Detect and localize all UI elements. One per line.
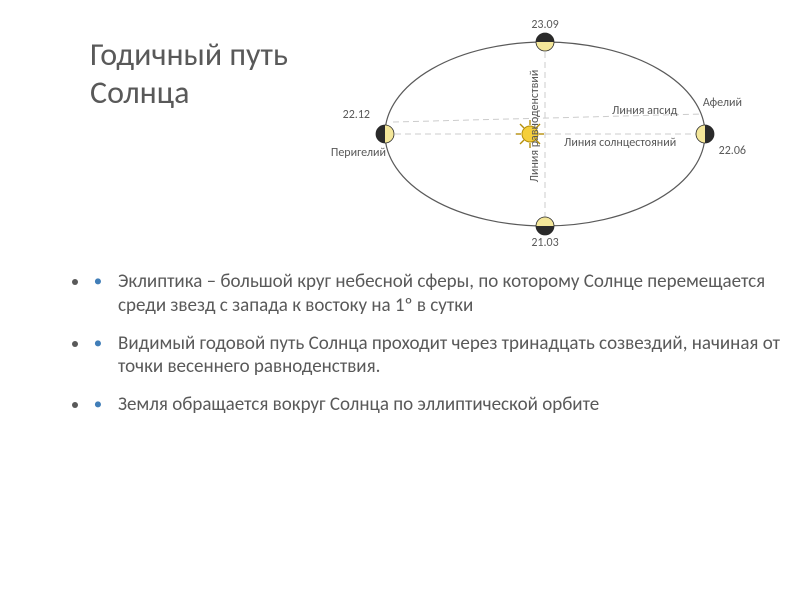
- list-item: Видимый годовой путь Солнца проходит чер…: [90, 332, 792, 380]
- title-line-2: Солнца: [90, 73, 189, 112]
- earth-aphelion: [696, 125, 714, 143]
- list-item: Земля обращается вокруг Солнца по эллипт…: [90, 393, 792, 417]
- bullet-text: Земля обращается вокруг Солнца по эллипт…: [118, 393, 599, 416]
- label-solstice-line: Линия солнцестояний: [564, 136, 676, 150]
- list-item: Эклиптика – большой круг небесной сферы,…: [90, 270, 792, 318]
- bullet-list: Эклиптика – большой круг небесной сферы,…: [90, 270, 792, 431]
- orbit-svg: 23.09 21.03 22.12 22.06 Перигелий Афелий…: [310, 6, 780, 246]
- label-aphelion: Афелий: [703, 96, 742, 110]
- bullet-text: Эклиптика – большой круг небесной сферы,…: [118, 270, 765, 317]
- title-line-1: Годичный путь: [90, 35, 288, 74]
- slide: Годичный путь Солнца: [0, 0, 800, 600]
- date-top: 23.09: [531, 18, 558, 32]
- date-right: 22.06: [719, 144, 746, 158]
- date-bottom: 21.03: [531, 236, 558, 246]
- bullet-text: Видимый годовой путь Солнца проходит чер…: [118, 332, 780, 379]
- orbit-diagram: 23.09 21.03 22.12 22.06 Перигелий Афелий…: [310, 6, 780, 246]
- earth-autumn-equinox: [536, 33, 554, 51]
- label-apsid-line: Линия апсид: [612, 104, 678, 118]
- label-perihelion: Перигелий: [331, 146, 386, 160]
- earth-spring-equinox: [536, 217, 554, 235]
- earth-perihelion: [376, 125, 394, 143]
- label-equinox-line: Линия равноденствий: [528, 70, 542, 183]
- date-left: 22.12: [343, 108, 370, 122]
